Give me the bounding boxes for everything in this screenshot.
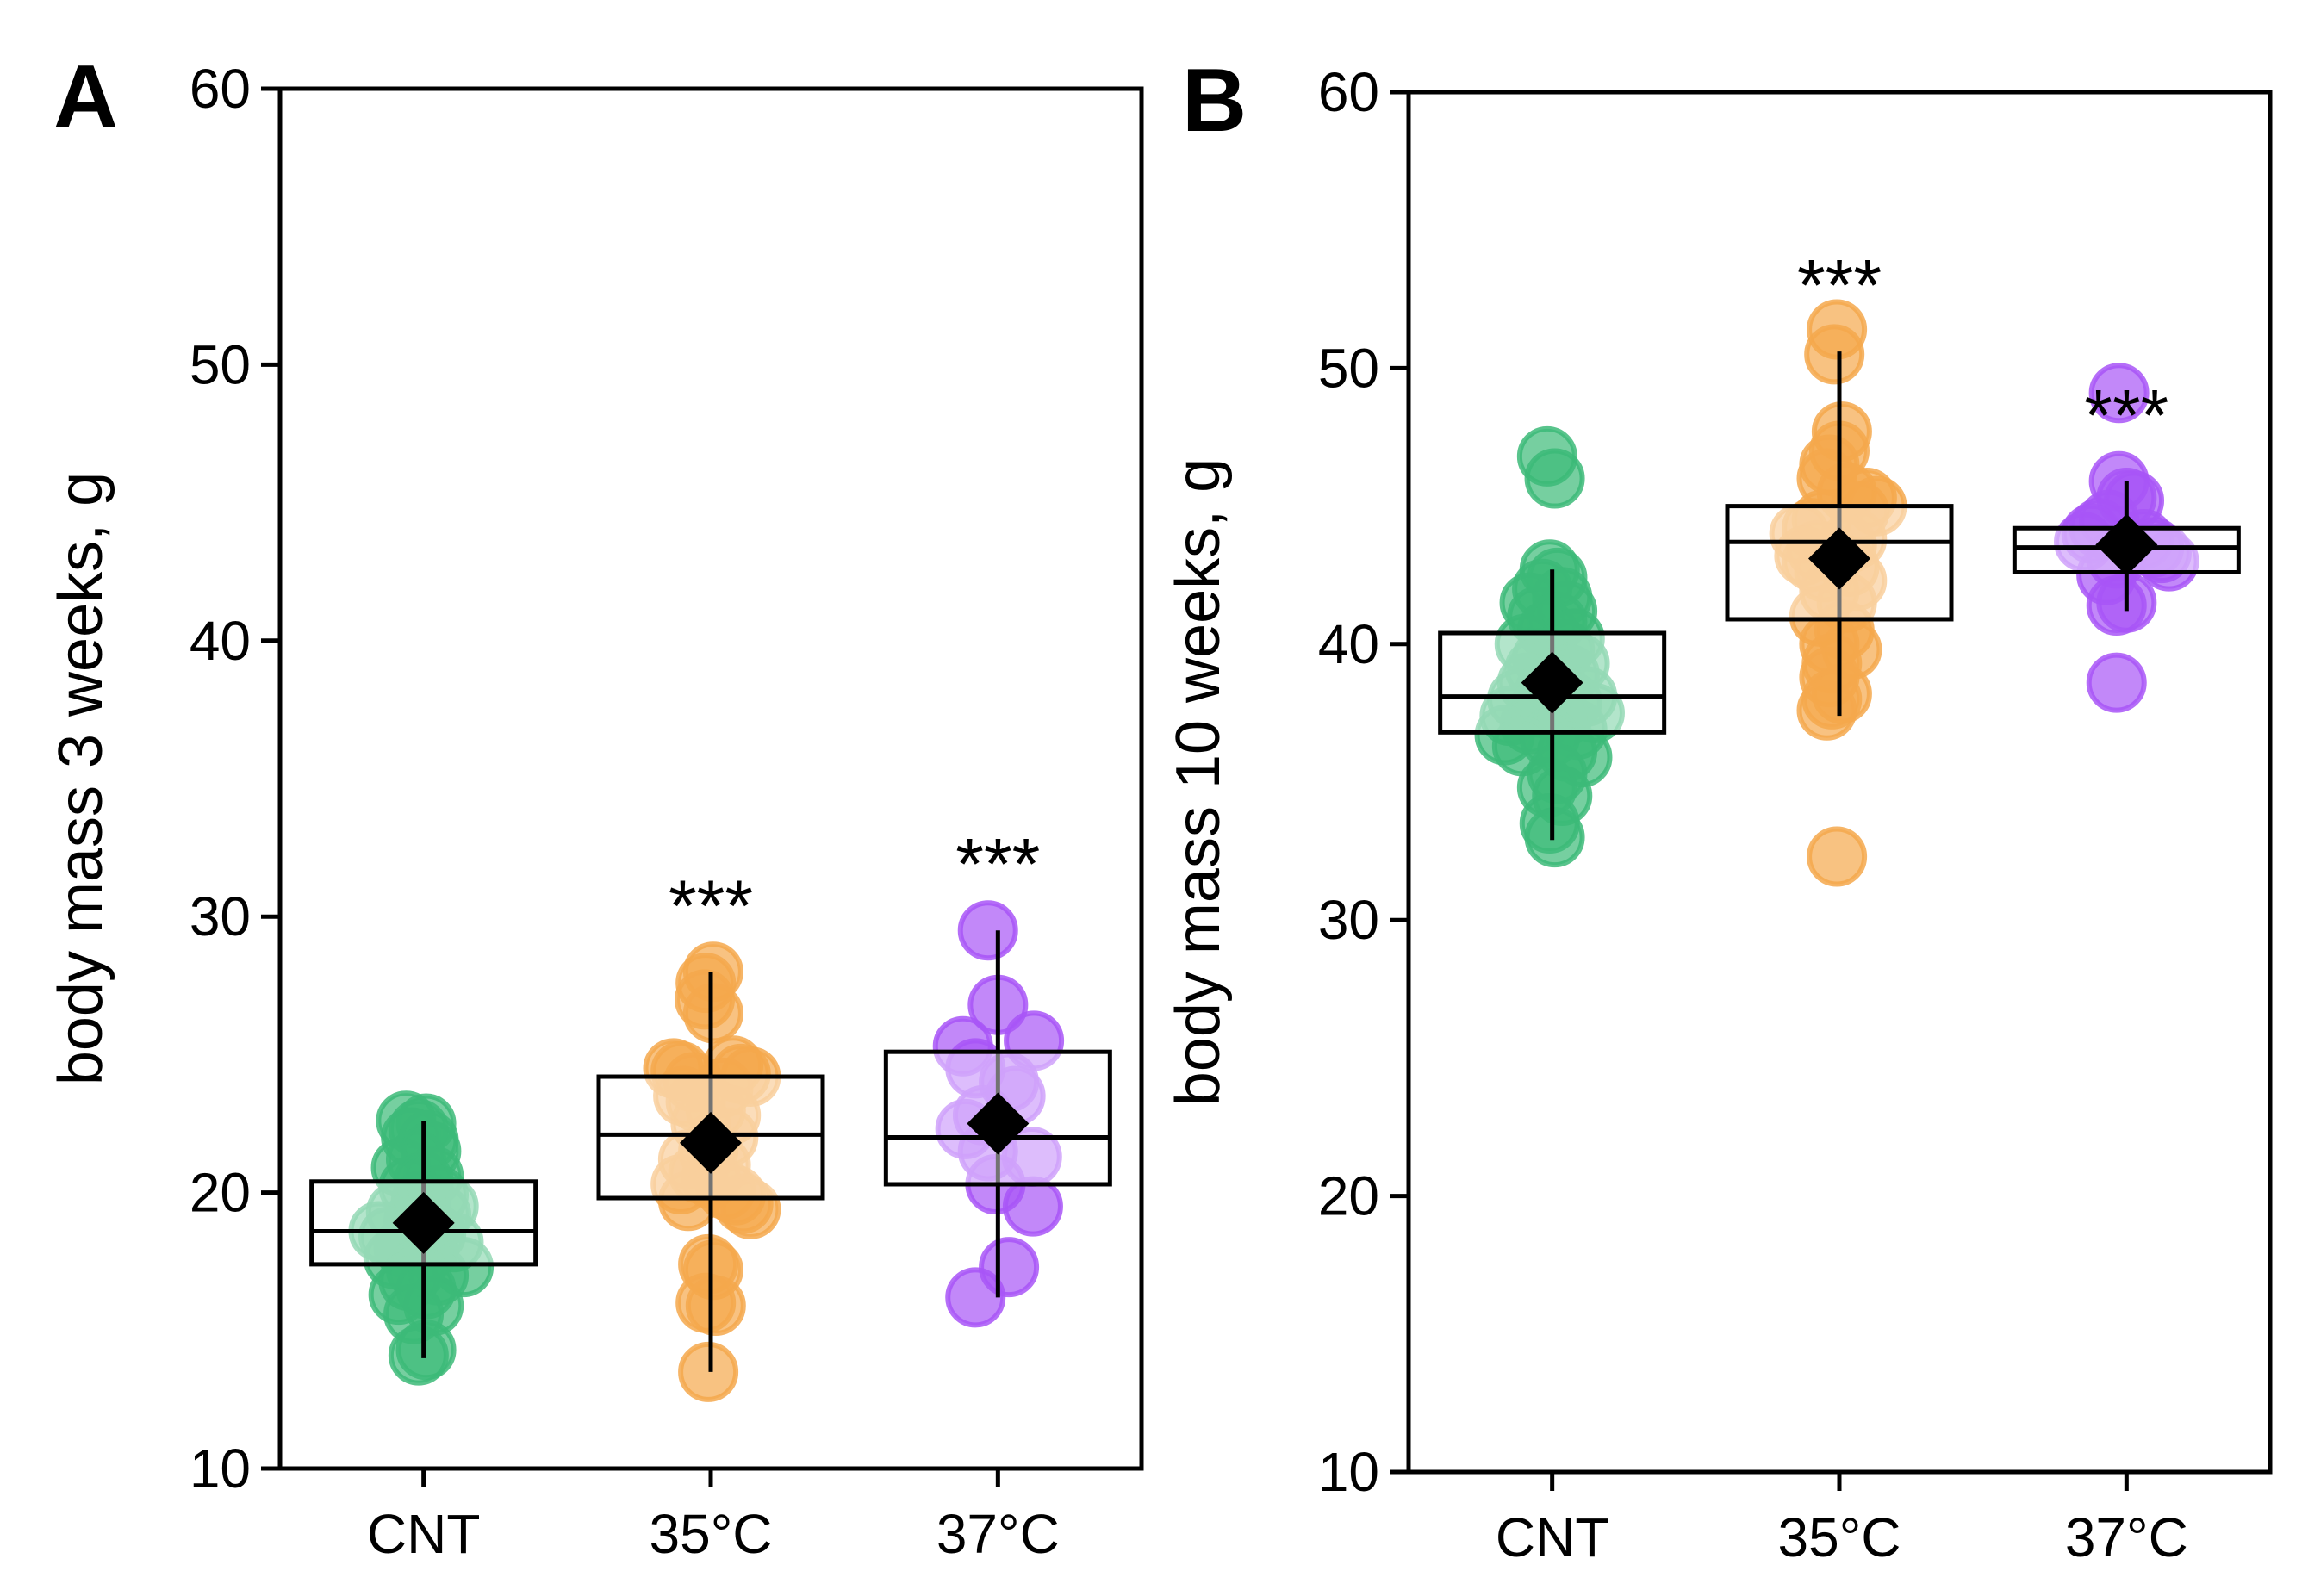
x-tick-label: CNT [1496,1506,1609,1568]
data-point [1002,1176,1063,1237]
y-axis-title: body mass 3 weeks, g [47,472,115,1085]
data-point [957,900,1018,961]
y-tick-label: 60 [190,58,251,120]
x-tick-label: CNT [367,1503,481,1565]
mean-marker [680,1111,742,1174]
y-tick-label: 40 [1318,613,1379,675]
y-tick-label: 10 [190,1438,251,1500]
mean-marker [1808,527,1870,590]
data-point [2086,652,2147,713]
mean-marker [967,1092,1030,1155]
y-tick-label: 20 [190,1162,251,1224]
data-point [1524,448,1585,509]
y-tick-label: 50 [190,333,251,395]
significance-label: *** [2084,375,2168,456]
y-tick-label: 50 [1318,337,1379,399]
significance-label: *** [955,823,1040,904]
mean-marker [2095,513,2158,576]
x-tick-label: 35°C [650,1503,773,1565]
x-tick-label: 35°C [1778,1506,1901,1568]
mean-marker [1521,651,1583,714]
data-point [682,983,743,1044]
data-point [2088,363,2150,424]
significance-label: *** [1797,245,1882,326]
panel-letter: A [53,47,118,147]
data-point [1804,324,1865,385]
x-tick-label: 37°C [2065,1506,2188,1568]
data-point [720,1178,781,1239]
y-axis-title: body mass 10 weeks, g [1164,458,1233,1106]
y-tick-label: 60 [1318,61,1379,123]
data-point [685,1275,746,1336]
significance-label: *** [669,865,753,946]
x-tick-label: 37°C [936,1503,1060,1565]
mean-marker [392,1191,455,1254]
y-tick-label: 40 [190,610,251,672]
panel-a: *** *** 10 20 30 40 50 60 CNT 35°C 37°C body mass 3… [47,47,1144,1565]
data-point [2086,574,2147,636]
data-point [388,1325,449,1386]
y-tick-label: 20 [1318,1165,1379,1227]
data-point [945,1267,1006,1328]
y-tick-label: 10 [1318,1441,1379,1503]
data-point [1807,826,1868,887]
data-point [1796,680,1857,741]
data-point [1524,807,1585,868]
y-tick-label: 30 [1318,889,1379,951]
panel-b: *** *** 10 20 30 40 50 60 CNT 35°C 37°C body mass 1… [1164,51,2273,1568]
data-point [678,1341,739,1402]
panel-letter: B [1182,51,1247,151]
y-tick-label: 30 [190,885,251,947]
